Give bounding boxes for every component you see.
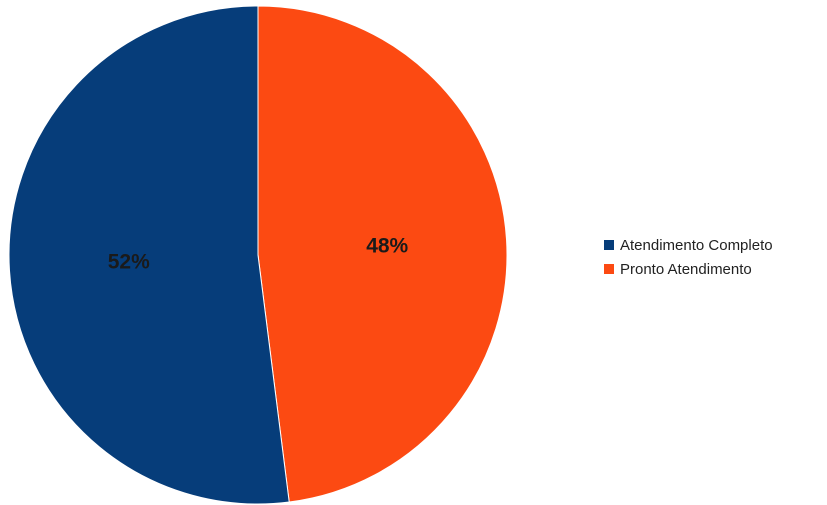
legend-item-pronto-atendimento[interactable]: Pronto Atendimento bbox=[604, 257, 773, 281]
legend-swatch-pronto-atendimento bbox=[604, 264, 614, 274]
legend-item-atendimento-completo[interactable]: Atendimento Completo bbox=[604, 233, 773, 257]
pie-slice-atendimento-completo[interactable] bbox=[8, 5, 290, 505]
pie-slices bbox=[8, 5, 508, 505]
legend-label-atendimento-completo: Atendimento Completo bbox=[620, 236, 773, 254]
pie-label-atendimento-completo: 52% bbox=[108, 251, 150, 274]
legend-label-pronto-atendimento: Pronto Atendimento bbox=[620, 260, 752, 278]
pie-label-pronto-atendimento: 48% bbox=[366, 234, 408, 257]
pie-slice-pronto-atendimento[interactable] bbox=[257, 5, 508, 503]
pie-labels: 48% 52% bbox=[108, 234, 409, 273]
chart-legend: Atendimento Completo Pronto Atendimento bbox=[604, 233, 773, 281]
legend-swatch-atendimento-completo bbox=[604, 240, 614, 250]
